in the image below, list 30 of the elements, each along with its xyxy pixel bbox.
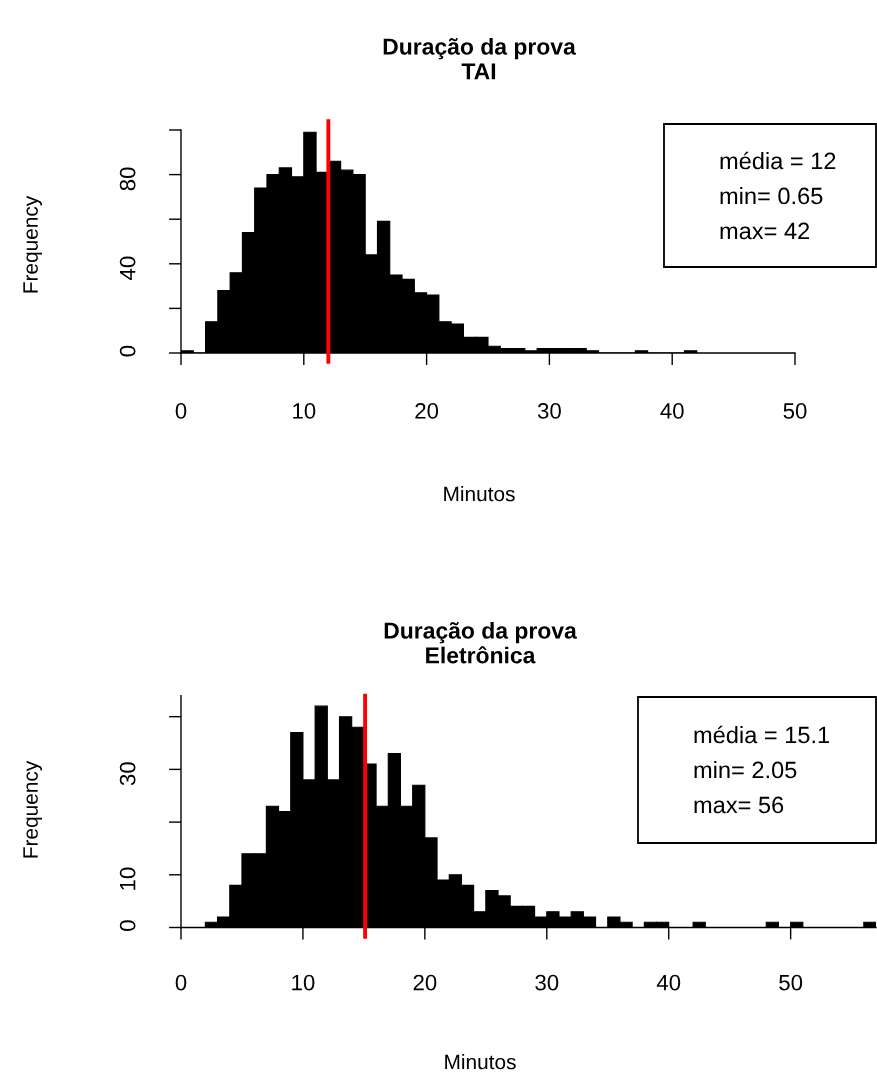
y-axis-title: Frequency: [23, 195, 42, 293]
annotation: min= 2.05: [694, 760, 797, 779]
x-tick-label: 50: [783, 403, 807, 419]
y-tick-label: 0: [119, 345, 136, 357]
x-tick-label: 10: [293, 403, 316, 419]
x-tick-label: 20: [415, 403, 439, 419]
annotation: média = 12: [720, 151, 836, 170]
chart-title: Duração da prova TAI: [383, 37, 576, 80]
x-axis-title: Minutos: [445, 1054, 516, 1070]
y-tick-label: 10: [119, 867, 136, 890]
x-tick-label: 30: [537, 403, 561, 419]
x-tick-label: 0: [175, 974, 187, 991]
x-axis-title: Minutos: [444, 486, 515, 502]
x-tick-label: 10: [292, 974, 315, 991]
annotation: média = 15.1: [694, 725, 830, 744]
y-tick-label: 0: [119, 920, 136, 931]
x-tick-label: 0: [175, 403, 187, 419]
y-tick-label: 80: [119, 167, 136, 191]
annotation: max= 42: [720, 222, 810, 240]
y-tick-label: 30: [119, 762, 136, 786]
x-tick-label: 40: [656, 974, 681, 991]
x-tick-label: 20: [413, 974, 437, 991]
y-tick-label: 40: [119, 256, 136, 280]
x-tick-label: 30: [535, 974, 559, 991]
x-tick-label: 40: [660, 403, 684, 419]
y-axis-title: Frequency: [23, 760, 42, 858]
annotation: max= 56: [694, 796, 784, 814]
annotation: min= 0.65: [720, 187, 823, 205]
x-tick-label: 50: [779, 974, 803, 991]
chart-title: Duração da prova Eletrônica: [384, 621, 577, 664]
